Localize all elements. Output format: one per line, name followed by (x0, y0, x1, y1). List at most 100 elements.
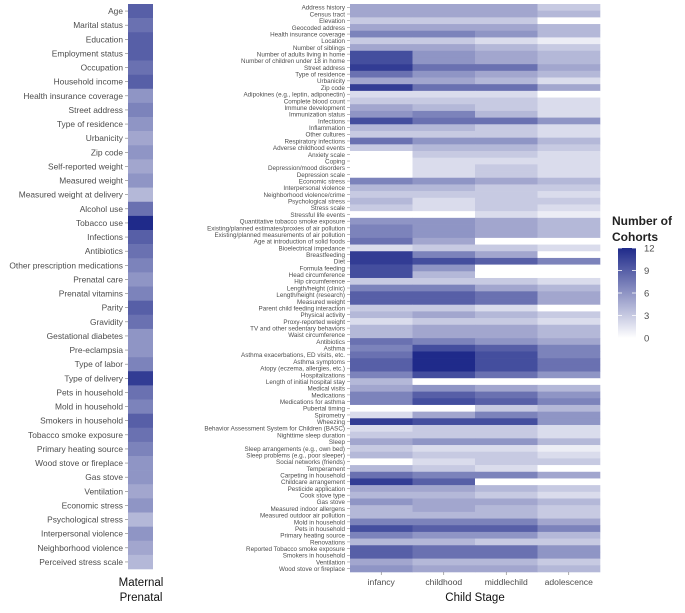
row-label-child: Existing/planned estimates/proxies of ai… (207, 225, 345, 232)
row-label-child: Depression/mood disorders (268, 165, 345, 172)
cell-stressful-life-events-middlechild (475, 211, 538, 219)
cell-hospitalizations-middlechild (475, 371, 538, 379)
cell-sleep-problems-e-g-poor-sleeper-middlechild (475, 451, 538, 459)
cell-adipokines-e-g-leptin-adiponectin-middlechild (475, 90, 538, 98)
row-label-child: Street address (304, 65, 345, 72)
cell-breastfeeding-adolescence (537, 251, 601, 259)
cell-existing-planned-measurements-of-air-pollution-adolescence (537, 231, 601, 239)
cell-geocoded-address-childhood (412, 24, 476, 32)
row-label-child: Complete blood count (284, 98, 346, 105)
cell-childcare-arrangement-childhood (412, 478, 476, 486)
row-label-prenatal: Pre-eclampsia (69, 345, 123, 355)
cell-carpeting-in-household-infancy (350, 471, 413, 479)
row-label-child: Asthma (324, 346, 346, 353)
cell-tv-and-other-sedentary-behaviors-infancy (350, 324, 413, 332)
cell-pubertal-timing-middlechild (475, 404, 538, 412)
cell-head-circumference-childhood (412, 271, 476, 279)
cell-prenatal-economic-stress (128, 498, 153, 513)
cell-antibiotics-middlechild (475, 338, 538, 346)
row-label-prenatal: Smokers in household (40, 416, 123, 426)
cell-prenatal-smokers-in-household (128, 413, 153, 429)
panel-title-child-stage: Child Stage (445, 592, 504, 604)
row-label-prenatal: Type of residence (57, 119, 123, 129)
cell-sleep-arrangements-e-g-own-bed-middlechild (475, 445, 538, 453)
cell-complete-blood-count-infancy (350, 97, 413, 105)
cell-measured-weight-adolescence (537, 298, 601, 306)
cell-formula-feeding-adolescence (537, 264, 601, 272)
cell-nighttime-sleep-duration-adolescence (537, 431, 601, 439)
cell-proxy-reported-weight-middlechild (475, 318, 538, 326)
cell-prenatal-gravidity (128, 314, 153, 330)
cell-measured-outdoor-air-pollution-infancy (350, 511, 413, 519)
cell-length-height-clinic-middlechild (475, 284, 538, 292)
cell-wood-stove-or-fireplace-adolescence (537, 565, 601, 573)
row-label-prenatal: Type of delivery (64, 373, 123, 383)
cell-existing-planned-measurements-of-air-pollution-middlechild (475, 231, 538, 239)
cell-asthma-symptoms-infancy (350, 358, 413, 366)
cell-medical-visits-middlechild (475, 384, 538, 392)
cell-head-circumference-middlechild (475, 271, 538, 279)
cell-primary-heating-source-childhood (412, 531, 476, 539)
cell-ventilation-adolescence (537, 558, 601, 566)
cell-location-childhood (412, 37, 476, 45)
cell-antibiotics-infancy (350, 338, 413, 346)
row-label-child: Carpeting in household (280, 473, 345, 480)
cell-renovations-adolescence (537, 538, 601, 546)
row-label-child: Age at introduction of solid foods (254, 239, 345, 246)
cell-adverse-childhood-events-middlechild (475, 144, 538, 152)
row-label-child: Sleep (329, 439, 346, 446)
row-label-prenatal: Perceived stress scale (39, 557, 123, 567)
cell-address-history-adolescence (537, 4, 601, 11)
cell-tv-and-other-sedentary-behaviors-childhood (412, 324, 476, 332)
row-label-prenatal: Infections (87, 232, 123, 242)
row-label-prenatal: Economic stress (62, 500, 123, 510)
cell-length-height-research-infancy (350, 291, 413, 299)
cell-inflammation-childhood (412, 124, 476, 132)
row-label-child: Formula feeding (299, 265, 345, 272)
cell-respiratory-infections-infancy (350, 137, 413, 145)
panel-title-prenatal: Prenatal (120, 592, 163, 604)
cell-diet-childhood (412, 257, 476, 265)
cell-ventilation-middlechild (475, 558, 538, 566)
cell-length-height-clinic-adolescence (537, 284, 601, 292)
cell-childcare-arrangement-adolescence (537, 478, 601, 486)
cell-pesticide-application-childhood (412, 485, 476, 493)
cell-stress-scale-childhood (412, 204, 476, 212)
cell-proxy-reported-weight-adolescence (537, 318, 601, 326)
cell-sleep-arrangements-e-g-own-bed-childhood (412, 445, 476, 453)
cell-reported-tobacco-smoke-exposure-infancy (350, 545, 413, 553)
cell-social-networks-friends-childhood (412, 458, 476, 466)
cell-depression-scale-infancy (350, 171, 413, 179)
cell-diet-adolescence (537, 257, 601, 265)
cell-location-adolescence (537, 37, 601, 45)
row-label-child: Economic stress (299, 178, 345, 185)
cell-prenatal-tobacco-smoke-exposure (128, 427, 153, 443)
cell-antibiotics-adolescence (537, 338, 601, 346)
row-label-child: Nighttime sleep duration (277, 432, 345, 439)
cell-behavior-assessment-system-for-children-basc-adolescence (537, 424, 601, 432)
legend-title-line2: Cohorts (612, 230, 658, 244)
cell-waist-circumference-middlechild (475, 331, 538, 339)
cell-hip-circumference-adolescence (537, 277, 601, 285)
cell-measured-outdoor-air-pollution-middlechild (475, 511, 538, 519)
cell-prenatal-prenatal-vitamins (128, 286, 153, 301)
cell-atopy-eczema-allergies-etc-adolescence (537, 364, 601, 372)
cell-prenatal-occupation (128, 60, 153, 75)
cell-inflammation-middlechild (475, 124, 538, 132)
row-label-child: Measured weight (297, 299, 345, 306)
row-label-child: Length of initial hospital stay (266, 379, 346, 386)
row-label-child: Cook stove type (300, 493, 346, 500)
row-label-child: Renovations (310, 539, 345, 546)
cell-number-of-children-under-18-in-home-middlechild (475, 57, 538, 65)
cell-type-of-residence-infancy (350, 70, 413, 78)
cell-wheezing-childhood (412, 418, 476, 426)
row-label-child: Physical activity (301, 312, 346, 319)
cell-antibiotics-childhood (412, 338, 476, 346)
row-label-child: Immunization status (289, 112, 345, 119)
row-label-prenatal: Tobacco use (76, 218, 123, 228)
cell-street-address-childhood (412, 64, 476, 72)
row-label-child: Pubertal timing (303, 406, 345, 413)
cell-measured-weight-childhood (412, 298, 476, 306)
cell-diet-middlechild (475, 257, 538, 265)
